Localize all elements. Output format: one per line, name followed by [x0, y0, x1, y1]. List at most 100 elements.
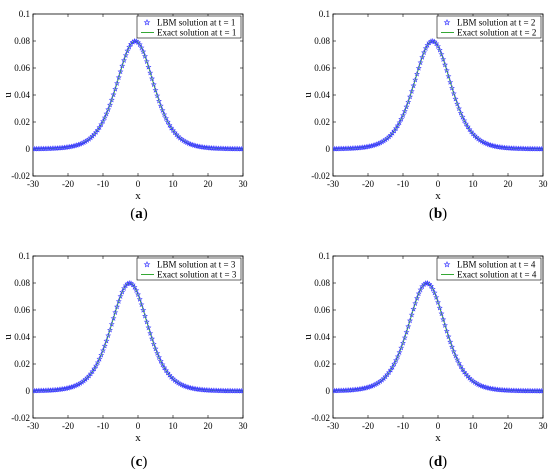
lbm-point	[499, 144, 506, 151]
lbm-point	[77, 380, 84, 386]
lbm-point	[147, 69, 154, 76]
lbm-point	[424, 42, 431, 48]
x-tick-label: 20	[204, 179, 214, 189]
lbm-point	[408, 88, 415, 94]
lbm-point	[77, 140, 84, 147]
lbm-point	[103, 110, 110, 117]
lbm-point	[191, 142, 197, 148]
lbm-point	[438, 310, 445, 317]
lbm-point	[80, 139, 87, 145]
y-tick-label: -0.02	[11, 171, 30, 181]
lbm-point	[196, 386, 203, 392]
exact-solution-line	[333, 40, 543, 150]
lbm-point	[70, 383, 77, 390]
lbm-point	[428, 38, 434, 44]
lbm-point	[484, 384, 490, 391]
lbm-point	[421, 281, 427, 287]
chart-panel-a: -30 -20 -10 0 10 20 30 -0.02 0 0.02 0.04 0.06 0.08 0.…	[2, 9, 248, 222]
y-axis-label: u	[2, 92, 14, 98]
lbm-point	[540, 387, 543, 394]
lbm-point	[489, 385, 496, 392]
x-tick-label: -30	[27, 179, 39, 189]
legend-box	[436, 15, 542, 39]
lbm-point	[154, 92, 161, 99]
lbm-point	[386, 369, 392, 375]
lbm-point	[408, 311, 415, 318]
lbm-point	[440, 56, 447, 62]
legend-entry-exact: Exact solution at t = 1	[157, 28, 236, 38]
x-tick-label: -30	[327, 179, 339, 189]
lbm-point	[119, 288, 126, 295]
lbm-point	[94, 126, 101, 133]
lbm-point	[196, 143, 203, 150]
lbm-point	[93, 129, 99, 135]
lbm-point	[122, 52, 129, 58]
exact-solution-line	[33, 40, 243, 150]
lbm-point	[375, 140, 382, 147]
lbm-point	[157, 102, 164, 109]
x-tick-label: -10	[397, 179, 409, 189]
lbm-point	[98, 351, 105, 358]
y-tick-label: 0	[26, 386, 31, 396]
y-tick-label: 0.06	[314, 63, 330, 73]
lbm-point	[487, 385, 494, 392]
lbm-point	[101, 342, 108, 349]
lbm-point	[108, 321, 115, 327]
lbm-point	[410, 305, 417, 312]
legend-entry-lbm: LBM solution at t = 3	[157, 260, 236, 270]
lbm-point	[498, 144, 504, 150]
lbm-point	[121, 285, 127, 291]
lbm-point	[73, 142, 80, 148]
legend-entry-lbm: LBM solution at t = 4	[457, 260, 536, 270]
lbm-point	[89, 368, 96, 374]
lbm-point	[421, 49, 427, 56]
lbm-point	[494, 386, 501, 393]
lbm-point	[75, 141, 82, 148]
lbm-point	[454, 356, 461, 363]
lbm-point	[366, 383, 373, 390]
lbm-point	[131, 38, 138, 44]
lbm-point	[163, 115, 169, 121]
lbm-point	[238, 387, 243, 394]
lbm-point	[66, 384, 73, 391]
legend-entry-exact: Exact solution at t = 4	[457, 270, 537, 280]
panel-caption: (d)	[429, 454, 447, 470]
panel-caption: (c)	[131, 454, 148, 470]
x-tick-label: 20	[504, 179, 514, 189]
lbm-point	[494, 143, 501, 150]
lbm-point	[433, 294, 440, 300]
lbm-point	[489, 142, 496, 149]
lbm-point	[396, 349, 403, 355]
lbm-point	[103, 337, 110, 344]
lbm-point	[161, 111, 168, 118]
lbm-point	[75, 381, 82, 387]
lbm-point	[68, 143, 75, 150]
lbm-point	[414, 295, 420, 301]
lbm-point	[240, 145, 243, 152]
lbm-point	[72, 382, 78, 389]
lbm-point	[156, 97, 162, 104]
lbm-point	[365, 143, 371, 150]
lbm-point	[199, 144, 206, 150]
lbm-point	[117, 293, 124, 299]
y-tick-label: 0.06	[14, 63, 30, 73]
lbm-point	[170, 127, 176, 133]
lbm-point	[107, 326, 113, 333]
x-tick-label: 10	[169, 421, 179, 431]
lbm-point	[393, 357, 399, 363]
lbm-point	[538, 145, 543, 152]
lbm-point	[370, 142, 377, 148]
legend-star-icon	[443, 260, 451, 268]
lbm-point	[452, 95, 459, 102]
lbm-point	[110, 315, 117, 321]
lbm-point	[70, 143, 77, 149]
legend-entry-lbm: LBM solution at t = 1	[157, 18, 235, 28]
lbm-point	[114, 303, 120, 310]
lbm-point	[98, 121, 105, 127]
y-tick-label: 0.06	[14, 305, 30, 315]
lbm-point	[115, 74, 122, 81]
y-tick-label: 0.04	[14, 90, 30, 100]
